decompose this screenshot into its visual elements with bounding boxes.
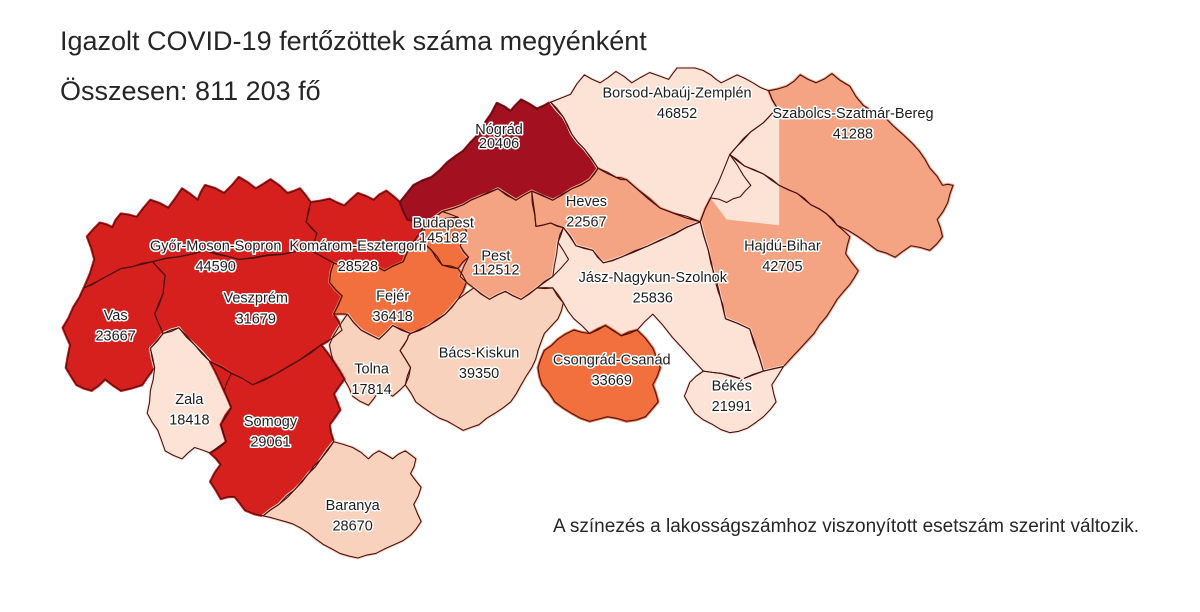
svg-text:29061: 29061: [250, 434, 290, 450]
svg-text:Zala: Zala: [175, 392, 204, 408]
svg-text:41288: 41288: [833, 127, 873, 143]
svg-text:Borsod-Abaúj-Zemplén: Borsod-Abaúj-Zemplén: [602, 86, 751, 102]
svg-text:Veszprém: Veszprém: [224, 291, 288, 307]
svg-text:20406: 20406: [479, 136, 519, 152]
svg-text:44590: 44590: [196, 259, 236, 275]
svg-text:Vas: Vas: [104, 308, 128, 324]
svg-text:28528: 28528: [338, 259, 378, 275]
svg-text:Somogy: Somogy: [244, 414, 298, 430]
svg-text:Békés: Békés: [712, 378, 752, 394]
svg-text:25836: 25836: [633, 291, 673, 307]
svg-text:28670: 28670: [332, 519, 372, 535]
svg-text:18418: 18418: [169, 413, 209, 429]
svg-text:46852: 46852: [657, 106, 697, 122]
svg-text:21991: 21991: [712, 399, 752, 415]
svg-text:42705: 42705: [762, 259, 802, 275]
svg-text:Fejér: Fejér: [376, 288, 409, 304]
svg-text:Szabolcs-Szatmár-Bereg: Szabolcs-Szatmár-Bereg: [772, 106, 933, 122]
svg-text:Bács-Kiskun: Bács-Kiskun: [439, 345, 520, 361]
svg-text:23667: 23667: [95, 328, 135, 344]
svg-text:Jász-Nagykun-Szolnok: Jász-Nagykun-Szolnok: [579, 270, 728, 286]
svg-text:Komárom-Esztergom: Komárom-Esztergom: [289, 238, 426, 254]
svg-text:Budapest: Budapest: [413, 216, 474, 232]
svg-text:36418: 36418: [373, 309, 413, 325]
svg-text:22567: 22567: [566, 214, 606, 230]
svg-text:Hajdú-Bihar: Hajdú-Bihar: [744, 238, 821, 254]
svg-text:Tolna: Tolna: [354, 361, 390, 377]
svg-text:39350: 39350: [459, 366, 499, 382]
svg-text:31679: 31679: [236, 311, 276, 327]
svg-text:33669: 33669: [592, 373, 632, 389]
svg-text:17814: 17814: [351, 382, 391, 398]
svg-text:Heves: Heves: [566, 194, 607, 210]
svg-text:Győr-Moson-Sopron: Győr-Moson-Sopron: [150, 238, 281, 254]
svg-text:112512: 112512: [472, 262, 519, 278]
svg-text:145182: 145182: [419, 230, 467, 246]
svg-text:Csongrád-Csanád: Csongrád-Csanád: [553, 352, 671, 368]
svg-text:Baranya: Baranya: [326, 498, 381, 514]
